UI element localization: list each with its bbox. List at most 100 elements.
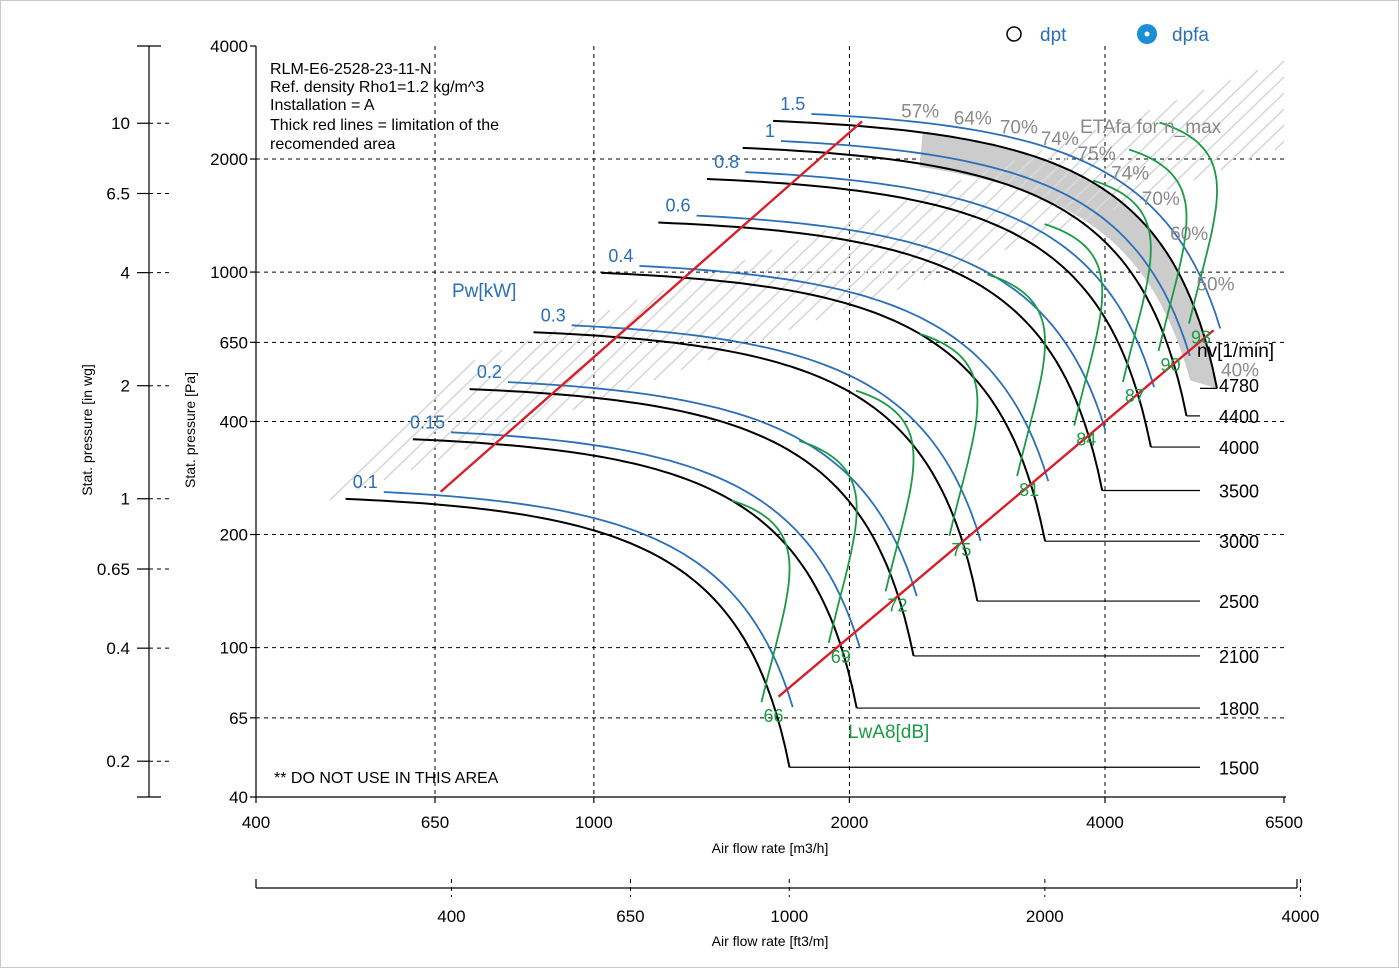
speed-value-label: 1500	[1219, 758, 1259, 778]
noise-value-label: 72	[888, 595, 908, 615]
speed-curve	[742, 146, 1188, 417]
hatch-line	[1220, 108, 1284, 171]
efficiency-value-label: 64%	[954, 109, 992, 130]
speed-curve	[345, 497, 791, 768]
y-tick-label: 650	[220, 333, 248, 352]
info-line: Thick red lines = limitation of the	[270, 117, 499, 134]
speed-header: nv[1/min]	[1197, 341, 1274, 362]
hatch-line	[788, 189, 935, 331]
power-value-label: 0.4	[608, 246, 633, 266]
y2-tick-label: 6.5	[106, 184, 130, 203]
power-curve	[383, 491, 794, 708]
warning-note: ** DO NOT USE IN THIS AREA	[274, 770, 499, 787]
efficiency-value-label: 60%	[1170, 224, 1208, 245]
noise-curve	[798, 440, 858, 644]
y-tick-label: 1000	[210, 263, 248, 282]
y-tick-label: 40	[229, 788, 248, 807]
hatch-line	[356, 349, 503, 491]
legend-label-dpfa: dpfa	[1172, 25, 1209, 46]
info-line: Installation = A	[270, 97, 375, 114]
power-value-label: 0.15	[410, 412, 445, 432]
noise-curve	[1093, 179, 1152, 383]
plot-area	[329, 59, 1284, 768]
hatch-line	[1004, 109, 1151, 251]
y2-tick-label: 2	[121, 377, 130, 396]
y2-tick-label: 0.65	[97, 560, 130, 579]
hatch-line	[842, 169, 989, 311]
hatch-line	[626, 249, 773, 391]
power-curve	[811, 113, 1222, 329]
y2-tick-label: 4	[121, 264, 130, 283]
hatch-line	[329, 359, 476, 501]
info-line: RLM-E6-2528-23-11-N	[270, 61, 432, 78]
speed-curve	[601, 271, 1047, 542]
y-tick-label: 4000	[210, 37, 248, 56]
noise-value-label: 69	[831, 647, 851, 667]
power-curve	[639, 265, 1050, 482]
y2-axis-title: Stat. pressure [in wg]	[79, 364, 95, 496]
hatch-line	[1112, 69, 1259, 211]
noise-curve	[1044, 223, 1104, 426]
y2-tick-label: 1	[121, 490, 130, 509]
power-value-label: 0.3	[541, 305, 566, 325]
x-tick-label: 6500	[1265, 813, 1303, 832]
speed-curve	[412, 438, 858, 709]
noise-curve	[1128, 148, 1188, 352]
noise-value-label: 81	[1019, 480, 1039, 500]
noise-value-label: 75	[951, 540, 971, 560]
speed-value-label: 4780	[1219, 376, 1259, 396]
x2-axis-title: Air flow rate [ft3/m]	[712, 933, 829, 949]
speed-value-label: 4000	[1219, 438, 1259, 458]
hatch-line	[896, 149, 1043, 291]
x-tick-label: 4000	[1086, 813, 1124, 832]
efficiency-label: ETAfa for n_max	[1080, 117, 1222, 138]
overlay: 0.1 0.15 0.2 0.3 0.4 0.6 0.8 11.5 66 69 72 75 81 84 87…	[353, 94, 1259, 778]
legend-label-dpt: dpt	[1040, 25, 1067, 46]
x-axis-title: Air flow rate [m3/h]	[712, 840, 829, 856]
x-tick-label: 650	[421, 813, 449, 832]
limit-line-left	[439, 120, 863, 493]
noise-value-label: 90	[1161, 355, 1181, 375]
hatch-line	[491, 299, 638, 441]
power-curve	[451, 431, 861, 649]
legend: dpt dpfa	[1006, 24, 1209, 46]
power-value-label: 0.1	[353, 472, 378, 492]
noise-value-label: 93	[1191, 328, 1211, 348]
y2-tick-label: 0.4	[106, 639, 130, 658]
x-tick-label: 1000	[575, 813, 613, 832]
hatch-line	[1274, 140, 1284, 151]
y-tick-label: 400	[220, 413, 248, 432]
noise-curve	[1159, 121, 1218, 324]
x2-tick-label: 2000	[1026, 907, 1064, 926]
efficiency-value-label: 57%	[901, 102, 939, 123]
noise-value-label: 84	[1076, 430, 1096, 450]
noise-curve	[919, 332, 979, 537]
y2-tick-label: 10	[111, 114, 130, 133]
efficiency-value-label: 75%	[1078, 144, 1116, 165]
legend-marker-dot	[1144, 31, 1150, 37]
x2-tick-label: 1000	[770, 907, 808, 926]
power-curve	[696, 214, 1107, 431]
speed-curve	[469, 388, 915, 657]
hatch-line	[869, 159, 1016, 301]
power-curve	[507, 381, 918, 597]
hatch-line	[977, 119, 1124, 261]
power-value-label: 0.8	[714, 152, 739, 172]
hatch-line	[1166, 75, 1284, 191]
hatch-line	[1085, 79, 1232, 221]
power-value-label: 1.5	[780, 94, 805, 114]
noise-value-label: 87	[1125, 386, 1145, 406]
speed-value-label: 1800	[1219, 699, 1259, 719]
hatch-line	[1139, 59, 1284, 201]
hatch-line	[464, 309, 611, 451]
legend-marker-dpt	[1006, 26, 1022, 42]
speed-value-label: 3000	[1219, 532, 1259, 552]
y2-tick-label: 0.2	[106, 752, 130, 771]
power-curve	[571, 324, 982, 542]
hatch-line	[437, 319, 584, 461]
power-value-label: 0.2	[477, 362, 502, 382]
info-line: Ref. density Rho1=1.2 kg/m^3	[270, 79, 484, 96]
hatch-line	[950, 129, 1097, 271]
